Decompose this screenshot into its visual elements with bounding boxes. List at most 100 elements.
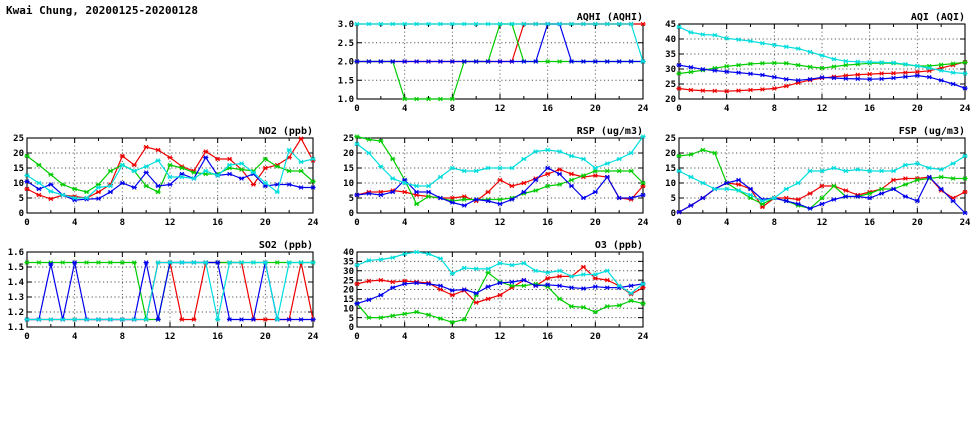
data-point bbox=[509, 183, 515, 189]
data-point bbox=[286, 147, 292, 153]
data-point bbox=[24, 153, 30, 159]
data-point bbox=[24, 173, 30, 178]
data-point bbox=[449, 200, 455, 205]
data-point bbox=[533, 188, 539, 193]
data-point bbox=[119, 317, 125, 322]
data-point bbox=[286, 168, 292, 174]
data-point bbox=[238, 260, 245, 265]
data-point bbox=[700, 180, 706, 186]
data-point bbox=[795, 197, 801, 202]
data-point bbox=[950, 70, 956, 75]
data-point bbox=[521, 283, 527, 289]
data-point bbox=[250, 260, 257, 265]
data-point bbox=[509, 262, 515, 268]
data-point bbox=[556, 149, 563, 154]
x-tick-label: 8 bbox=[772, 218, 777, 228]
data-point bbox=[545, 147, 551, 153]
data-point bbox=[485, 266, 491, 272]
data-point bbox=[712, 150, 718, 156]
data-point bbox=[724, 69, 730, 74]
y-tick-label: 1.5 bbox=[8, 263, 24, 273]
data-point bbox=[676, 62, 682, 68]
data-point bbox=[735, 70, 742, 75]
data-point bbox=[449, 21, 455, 27]
data-point bbox=[366, 137, 372, 142]
data-point bbox=[437, 59, 444, 64]
y-tick-label: 10 bbox=[343, 179, 354, 189]
data-point bbox=[831, 64, 837, 69]
data-point bbox=[902, 70, 909, 75]
data-point bbox=[179, 317, 185, 322]
data-point bbox=[413, 280, 420, 286]
data-point bbox=[783, 198, 789, 204]
y-tick-label: 20 bbox=[665, 95, 676, 105]
data-point bbox=[449, 96, 455, 102]
y-tick-label: 3.0 bbox=[338, 20, 354, 30]
data-point bbox=[83, 189, 90, 195]
data-point bbox=[604, 304, 610, 309]
data-point bbox=[783, 186, 789, 192]
data-point bbox=[413, 59, 420, 64]
data-point bbox=[437, 21, 444, 27]
data-point bbox=[592, 59, 598, 64]
data-point bbox=[155, 317, 161, 322]
data-point bbox=[191, 317, 197, 322]
data-point bbox=[485, 198, 491, 204]
data-point bbox=[914, 73, 920, 78]
data-point bbox=[413, 183, 420, 189]
data-point bbox=[95, 185, 102, 190]
data-point bbox=[226, 171, 233, 177]
data-point bbox=[867, 76, 873, 82]
data-point bbox=[747, 71, 754, 77]
data-point bbox=[238, 176, 245, 181]
data-point bbox=[556, 171, 563, 177]
data-point bbox=[712, 32, 718, 38]
data-point bbox=[568, 59, 575, 64]
data-point bbox=[402, 311, 408, 317]
data-point bbox=[962, 153, 968, 159]
x-tick-label: 12 bbox=[495, 218, 506, 228]
data-point bbox=[286, 260, 292, 265]
data-point bbox=[437, 174, 444, 180]
data-point bbox=[735, 37, 742, 42]
y-tick-label: 1.3 bbox=[8, 293, 24, 303]
y-tick-label: 1.2 bbox=[8, 308, 24, 318]
x-tick-label: 16 bbox=[212, 332, 223, 342]
data-point bbox=[119, 153, 125, 159]
data-point bbox=[473, 300, 479, 305]
data-point bbox=[878, 71, 885, 76]
data-point bbox=[568, 177, 575, 183]
data-point bbox=[616, 168, 622, 174]
y-tick-label: 15 bbox=[665, 164, 676, 174]
data-point bbox=[926, 74, 932, 80]
data-point bbox=[902, 182, 909, 187]
data-point bbox=[747, 87, 754, 93]
data-point bbox=[437, 316, 444, 321]
data-point bbox=[914, 63, 920, 69]
data-point bbox=[390, 189, 396, 195]
data-point bbox=[855, 72, 861, 77]
data-point bbox=[712, 88, 718, 94]
data-point bbox=[700, 88, 706, 93]
data-point bbox=[131, 260, 137, 265]
data-point bbox=[962, 210, 968, 216]
data-point bbox=[413, 309, 420, 315]
x-tick-label: 12 bbox=[165, 218, 176, 228]
data-point bbox=[878, 191, 885, 196]
data-point bbox=[890, 168, 897, 174]
data-point bbox=[771, 42, 777, 48]
data-point bbox=[473, 59, 479, 64]
data-point bbox=[262, 165, 268, 171]
data-point bbox=[807, 168, 813, 174]
data-point bbox=[298, 136, 304, 141]
data-point bbox=[48, 196, 54, 202]
data-point bbox=[521, 260, 527, 266]
data-point bbox=[354, 192, 360, 198]
x-tick-label: 8 bbox=[120, 218, 125, 228]
data-point bbox=[485, 21, 491, 27]
panel-title: NO2 (ppb) bbox=[259, 126, 313, 137]
y-tick-label: 40 bbox=[665, 35, 676, 45]
data-point bbox=[676, 153, 682, 159]
data-point bbox=[119, 260, 125, 265]
